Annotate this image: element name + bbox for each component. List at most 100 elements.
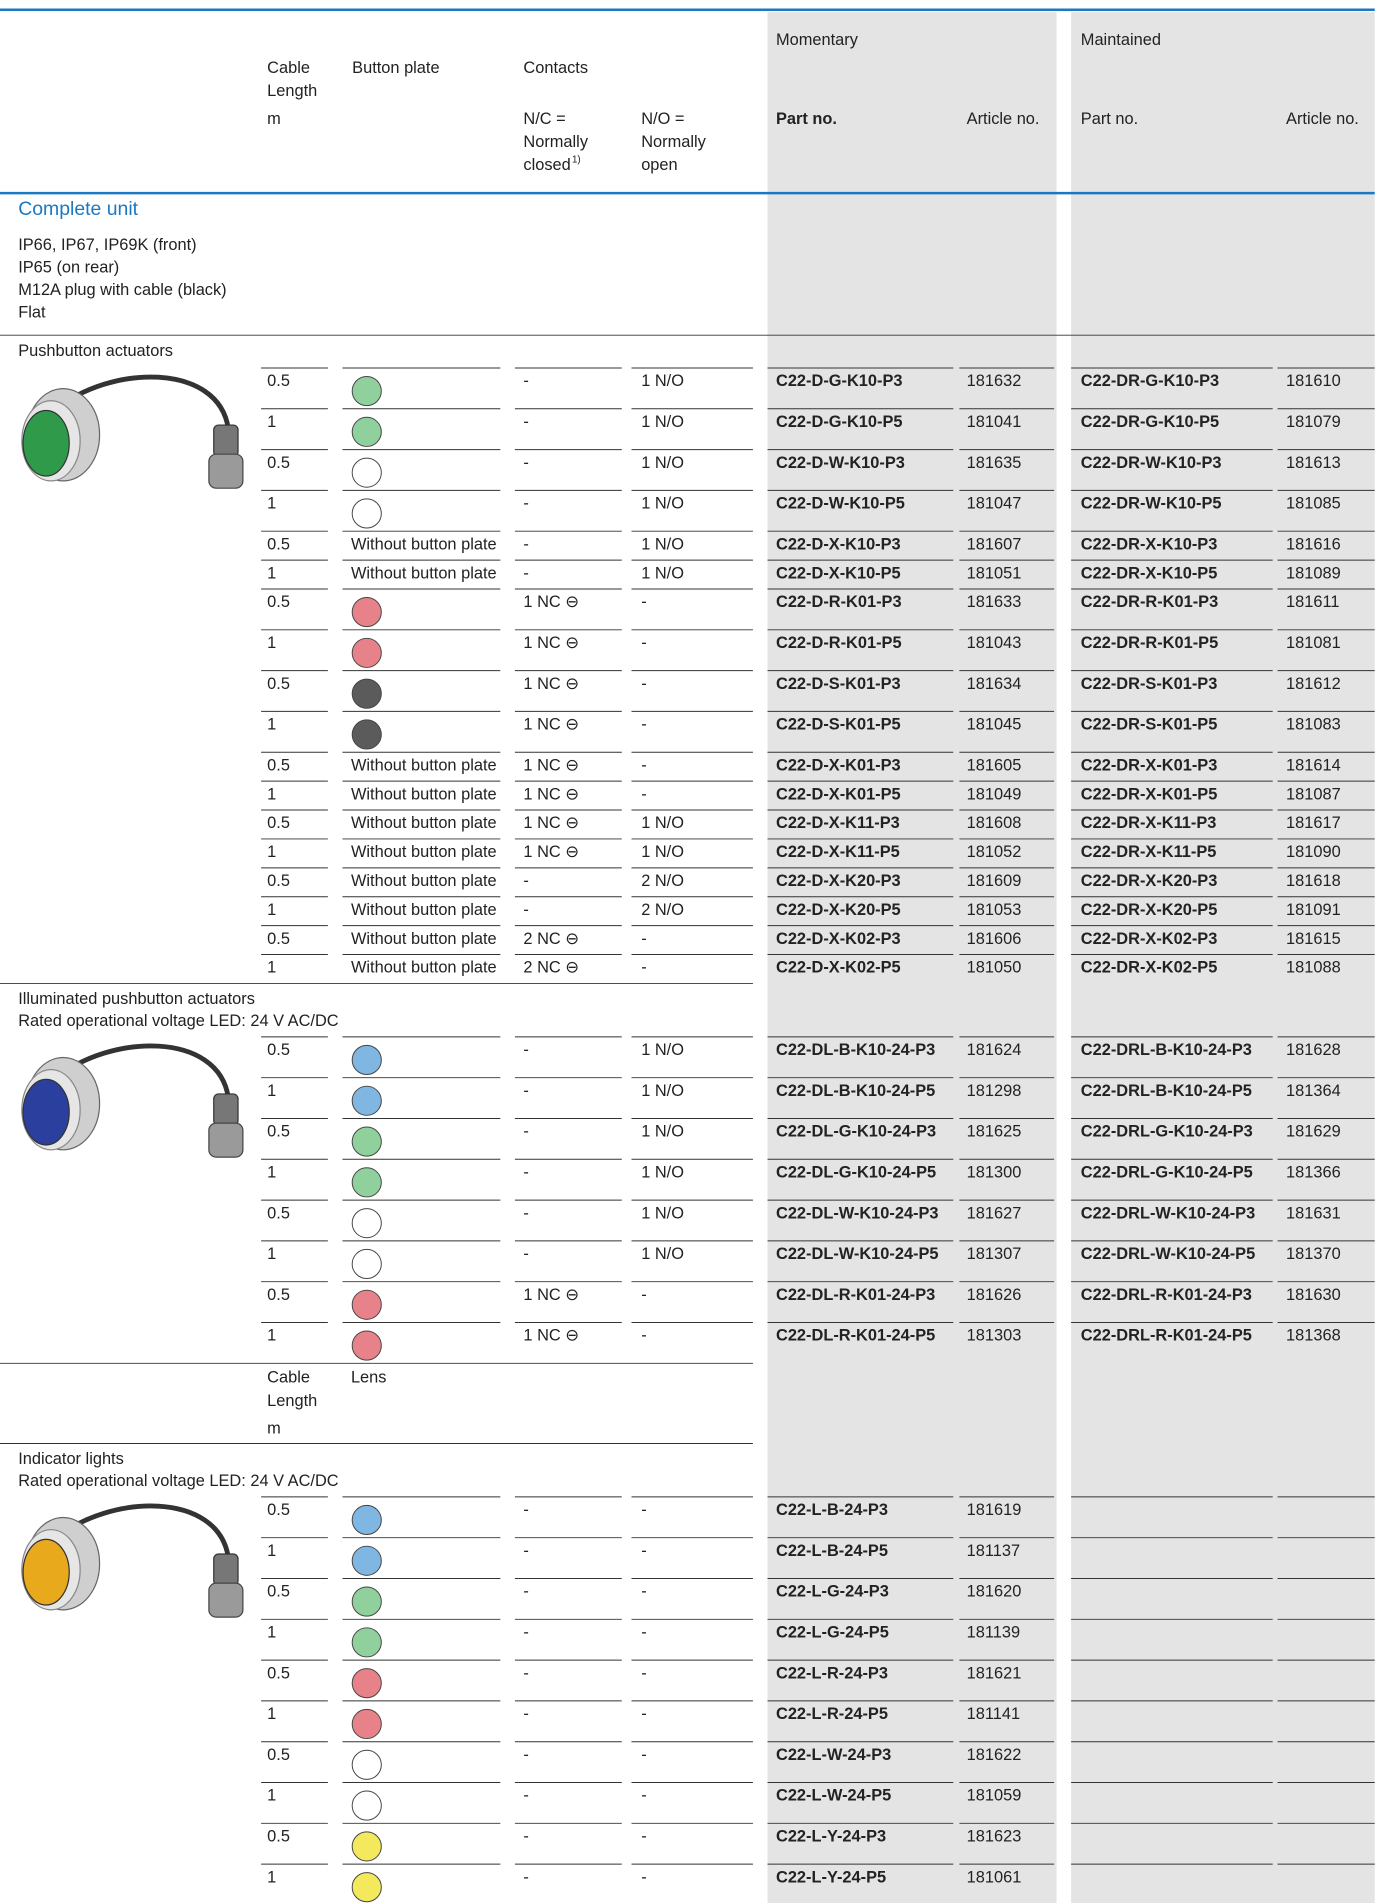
cell: 181049	[967, 785, 1022, 803]
cell: C22-DRL-G-K10-24-P3	[1081, 1123, 1253, 1141]
cell: 1 N/O	[641, 843, 684, 861]
product-photo	[22, 409, 70, 477]
cell: 181303	[967, 1327, 1022, 1345]
cell: 181079	[1286, 413, 1341, 431]
cell: 2 N/O	[641, 872, 684, 890]
cell: 181634	[967, 675, 1022, 693]
cell: -	[523, 1041, 528, 1059]
cell: -	[523, 1123, 528, 1141]
button-plate	[351, 1831, 382, 1862]
cell: 181623	[967, 1828, 1022, 1846]
cell: 181620	[967, 1583, 1022, 1601]
col-head: Article no.	[967, 110, 1040, 128]
cell: 2 N/O	[641, 901, 684, 919]
cell: 181090	[1286, 843, 1341, 861]
cell: 0.5	[267, 1828, 290, 1846]
cell: 181061	[967, 1868, 1022, 1886]
cell: C22-DRL-W-K10-24-P5	[1081, 1245, 1255, 1263]
cell: Without button plate	[351, 872, 497, 890]
cell: 181051	[967, 564, 1022, 582]
cell: 181606	[967, 930, 1022, 948]
cell: 181616	[1286, 535, 1341, 553]
cell: 1 NC ⊖	[523, 634, 579, 652]
button-plate	[351, 1504, 382, 1536]
cell: C22-L-G-24-P3	[776, 1583, 889, 1601]
cell: 181087	[1286, 785, 1341, 803]
cell: Without button plate	[351, 785, 497, 803]
footnote-ref: 1)	[572, 155, 581, 166]
cell: -	[523, 535, 528, 553]
cell: 181045	[967, 716, 1022, 734]
col-head: N/O =	[641, 110, 684, 128]
cell: 181043	[967, 634, 1022, 652]
unit-line: IP65 (on rear)	[18, 259, 119, 277]
cell: C22-DRL-B-K10-24-P3	[1081, 1041, 1252, 1059]
cell: C22-D-X-K01-P5	[776, 785, 901, 803]
cell: C22-L-G-24-P5	[776, 1624, 889, 1642]
cell: C22-D-X-K10-P5	[776, 564, 901, 582]
unit-title: Complete unit	[18, 198, 138, 220]
cell: 181617	[1286, 814, 1341, 832]
cell: 181629	[1286, 1123, 1341, 1141]
cell: -	[641, 1624, 646, 1642]
cell: -	[641, 1868, 646, 1886]
cell: C22-DRL-R-K01-24-P3	[1081, 1286, 1252, 1304]
cell: C22-D-X-K20-P3	[776, 872, 901, 890]
cell: 1	[267, 1245, 276, 1263]
cell: 1	[267, 1787, 276, 1805]
button-plate	[351, 1167, 382, 1198]
cell: C22-D-S-K01-P3	[776, 675, 901, 693]
cell: -	[641, 593, 646, 611]
cell: -	[523, 1245, 528, 1263]
cell: 181368	[1286, 1327, 1341, 1345]
cell: 181047	[967, 495, 1022, 513]
cell: 181622	[967, 1746, 1022, 1764]
cell: 181050	[967, 959, 1022, 977]
section-title: Indicator lights	[18, 1450, 124, 1468]
cell: 181366	[1286, 1164, 1341, 1182]
cell: C22-D-X-K11-P5	[776, 843, 900, 861]
cell: 181613	[1286, 454, 1341, 472]
cell: 181083	[1286, 716, 1341, 734]
cell: C22-D-G-K10-P5	[776, 413, 902, 431]
product-photo	[213, 1553, 239, 1587]
button-plate	[351, 597, 382, 628]
cell: 181621	[967, 1664, 1022, 1682]
cell: -	[641, 1828, 646, 1846]
cell: C22-L-Y-24-P3	[776, 1828, 886, 1846]
col-head: m	[267, 1420, 281, 1438]
cell: 181307	[967, 1245, 1022, 1263]
cell: C22-DR-X-K10-P3	[1081, 535, 1218, 553]
cell: 0.5	[267, 1286, 290, 1304]
cell: -	[523, 1746, 528, 1764]
cell: C22-DR-X-K10-P5	[1081, 564, 1218, 582]
cell: C22-DRL-G-K10-24-P5	[1081, 1164, 1253, 1182]
cell: C22-DL-B-K10-24-P5	[776, 1082, 935, 1100]
cell: C22-DRL-R-K01-24-P5	[1081, 1327, 1252, 1345]
cell: C22-D-X-K01-P3	[776, 756, 901, 774]
cell: 1	[267, 959, 276, 977]
cell: 181081	[1286, 634, 1341, 652]
cell: 1 N/O	[641, 495, 684, 513]
cell: 1	[267, 634, 276, 652]
cell: C22-DL-R-K01-24-P3	[776, 1286, 935, 1304]
cell: 1	[267, 1164, 276, 1182]
cell: 181608	[967, 814, 1022, 832]
cell: 181052	[967, 843, 1022, 861]
cell: 0.5	[267, 1123, 290, 1141]
cell: Without button plate	[351, 901, 497, 919]
cell: -	[523, 1082, 528, 1100]
product-photo	[208, 453, 244, 489]
cell: C22-L-B-24-P5	[776, 1542, 888, 1560]
cell: 181632	[967, 372, 1022, 390]
button-plate	[351, 1872, 382, 1903]
cell: Without button plate	[351, 814, 497, 832]
product-photo	[208, 1122, 244, 1158]
cell: 1 N/O	[641, 454, 684, 472]
cell: C22-DL-B-K10-24-P3	[776, 1041, 935, 1059]
cell: C22-DL-W-K10-24-P5	[776, 1245, 939, 1263]
cell: -	[641, 1705, 646, 1723]
cell: -	[523, 901, 528, 919]
col-head: m	[267, 110, 281, 128]
